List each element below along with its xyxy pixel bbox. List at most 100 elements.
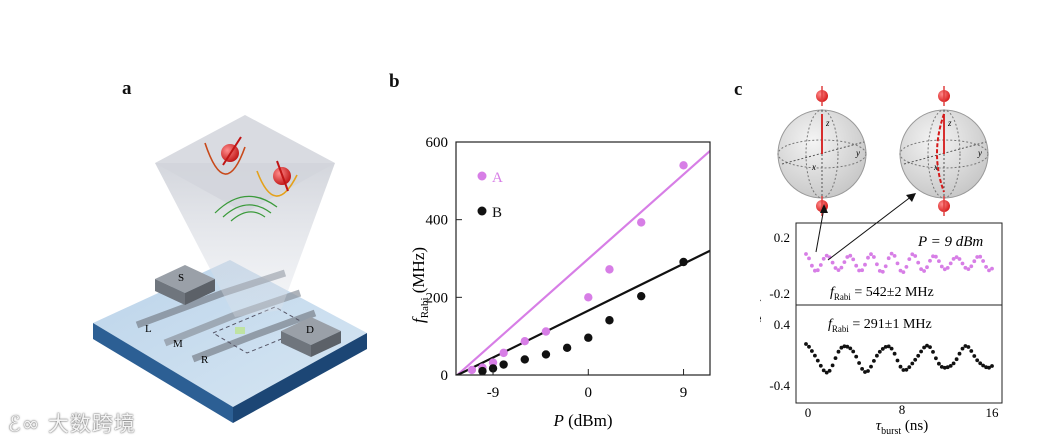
trace-A-point [978,254,983,259]
trace-B-point [836,349,841,354]
trace-B-point [892,351,897,356]
wave-arc-3 [230,211,266,222]
trace-A-point [957,257,962,261]
trace-A-point [954,255,959,259]
watermark: ℰ∞ 大数跨境 [8,412,136,436]
quantum-dot-spot [235,327,245,334]
trace-A-point [937,259,941,263]
xtick-label: 9 [680,385,688,401]
trace-A-point [898,268,903,273]
fit-line-A [456,150,710,375]
trace-A-point [886,256,891,261]
trace-B-point [842,344,847,349]
trace-B-point [975,358,980,363]
substrate-left-side [93,323,233,423]
trace-B-point [987,365,991,370]
panel-b-label: b [389,71,400,92]
trace-B-point [818,363,823,368]
trace-A-point [990,266,994,271]
trace-A-point [972,259,977,264]
trace-B-point [969,349,974,353]
trace-A-point [928,258,932,263]
xtick-8: 8 [899,402,906,417]
trace-B-point [942,365,947,370]
spin-arrow-left [222,136,242,166]
trace-B-point [875,353,879,358]
trace-B-point [919,349,923,354]
trace-B-point [945,365,950,370]
trace-A-point [987,268,991,273]
svg-text:x: x [811,162,816,172]
trace-B-point [851,349,856,354]
trace-A-point [860,268,864,273]
trace-A-point [951,257,956,261]
trace-B-point [939,365,944,369]
trace-B-point [895,358,900,363]
point-B-1 [488,364,498,373]
point-A-9 [679,161,688,170]
device-schematic: S L M R D [93,115,367,423]
trace-B-point [872,359,876,363]
trace-A-point [869,252,873,257]
trace-B-point [898,364,903,369]
trace-A-point [939,264,944,269]
trace-A-point [895,261,900,266]
trace-A-point [866,255,870,260]
ytick-top--0.2: -0.2 [769,286,790,301]
x-axis-label: P (dBm) [552,411,612,430]
trace-B-point [913,357,918,362]
xtick-16: 16 [986,405,1000,420]
trace-A-point [857,268,861,273]
trace-A-point [815,268,820,273]
trace-A-point [892,254,897,258]
rabi-oscillation-panel: z x y z x y P = 9 dBm fRabi = 542±2 MHz … [760,86,1003,435]
rabi-frequency-chart: 0 200 400 600 -9 0 9 fRabi (MHz) P (dBm) A B [409,135,711,430]
contact-D-front [281,331,311,357]
svg-text:y: y [855,148,860,158]
wave-arc-1 [214,195,278,214]
trace-A-point [942,267,947,272]
trace-B-point [981,363,985,368]
trace-B-point [907,365,912,369]
trace-A-point [904,265,909,269]
trace-A-point [818,263,823,267]
trace-B-point [860,367,864,371]
trace-B-point [957,351,962,356]
bloch-sphere-1: z x y [777,86,867,216]
trace-A-point [836,268,841,272]
panel-c-label: c [734,79,743,100]
projection-cone [155,163,335,317]
point-A-0 [467,365,477,375]
point-B-8 [637,291,646,301]
trace-B-point [839,345,844,350]
point-B-0 [478,366,487,376]
trace-B-point [866,369,870,373]
trace-B-point [807,344,811,349]
trace-B-point [960,346,965,351]
trace-A-point [969,264,974,269]
trace-B-point [833,356,838,360]
ytick-label: 400 [426,213,449,229]
trace-B-point [916,353,921,358]
trace-B-point [978,361,983,366]
xtick-label: -9 [487,385,500,401]
ytick-label: 600 [426,135,449,151]
trace-A-point [877,269,882,273]
trace-A-point [925,265,929,270]
gate-L-text: L [145,323,152,335]
trace-B-point [901,368,906,372]
legend-B-marker [477,206,487,216]
trace-A-point [807,256,811,261]
contact-S-front [155,279,185,305]
ytick-top-0.2: 0.2 [774,230,790,245]
trace-A-point [922,269,926,273]
trace-B-point [877,349,882,354]
trace-B-point [857,361,861,365]
trace-A-point [901,270,906,274]
trace-A-point [913,254,918,258]
bloch-sphere-2: z x y [899,86,989,216]
trace-A-point [960,261,965,266]
legend-A-marker [477,171,487,181]
substrate-right-side [233,333,367,423]
trace-A-point [804,252,808,256]
